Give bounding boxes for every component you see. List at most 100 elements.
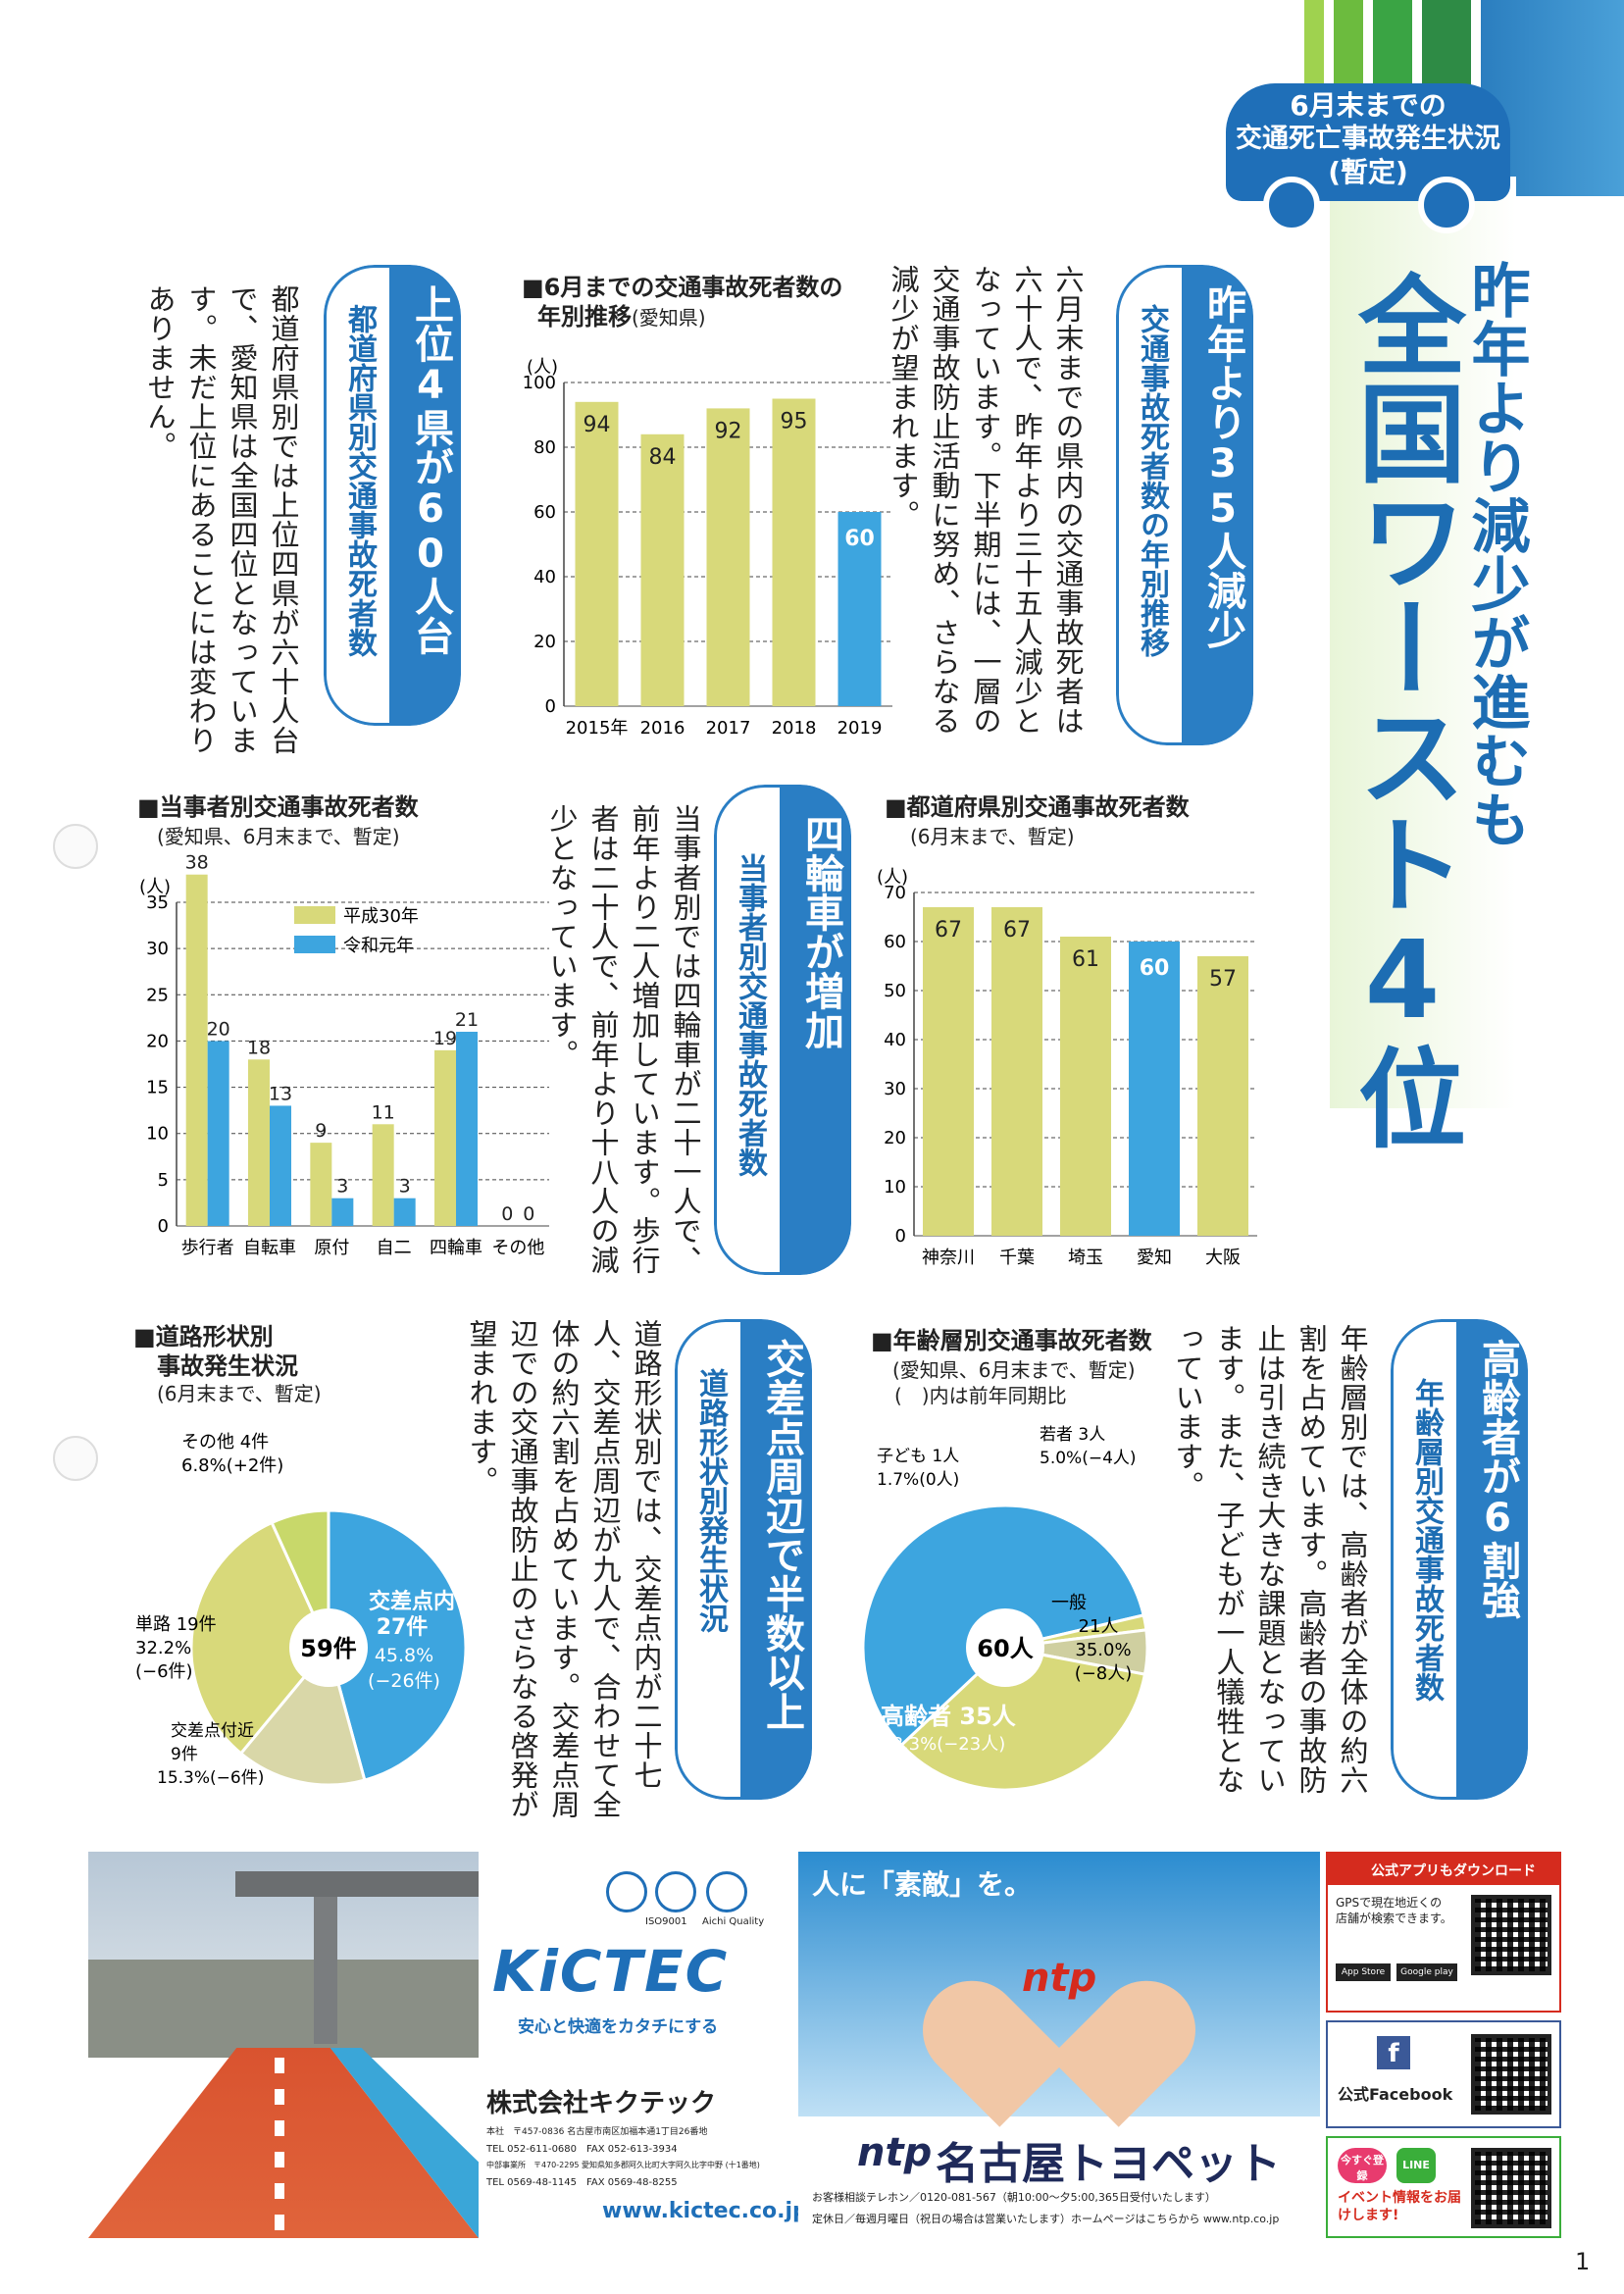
chart-year-title2-wrap: 年別推移(愛知県): [537, 302, 706, 332]
page-number: 1: [1575, 2248, 1591, 2275]
x-tick-label: 大阪: [1205, 1248, 1241, 1268]
x-tick-label: 自転車: [243, 1238, 296, 1258]
facebook-label: 公式Facebook: [1338, 2085, 1453, 2104]
chart-road-sub: (6月末まで、暫定): [157, 1382, 322, 1405]
pie-label: 15.3%(−6件): [157, 1768, 264, 1788]
x-tick-label: 歩行者: [181, 1238, 234, 1258]
section1-subtitle: 交通事故死者数の年別推移: [1135, 304, 1169, 657]
x-tick-label: 原付: [314, 1238, 349, 1258]
ntp-heart: ntp: [902, 1920, 1216, 2127]
data-label: 18: [247, 1037, 271, 1058]
line-qr-code[interactable]: [1471, 2148, 1551, 2228]
badge-line3: (暫定): [1328, 156, 1408, 188]
y-unit-label: (人): [877, 867, 908, 888]
y-tick-label: 35: [146, 892, 169, 913]
bar: [248, 1059, 270, 1226]
pie-label: 6.8%(+2件): [181, 1455, 283, 1476]
data-label: 95: [781, 410, 808, 434]
section5-body: 道路形状別では、交差点内が二十七人、交差点周辺が九人で、合わせて全体の約六割を占…: [465, 1319, 663, 1819]
ntp-slogan: 人に「素敵」を。: [812, 1868, 1033, 1901]
line-text: イベント情報をお届けします!: [1338, 2190, 1461, 2223]
data-label: 13: [269, 1083, 292, 1104]
y-tick-label: 60: [884, 932, 906, 952]
app-store-badge[interactable]: App Store: [1336, 1963, 1391, 1981]
pie-label: 35.0%: [1075, 1640, 1131, 1660]
y-tick-label: 0: [158, 1216, 169, 1237]
x-tick-label: 2017: [706, 718, 751, 739]
road-photo: [88, 1852, 479, 2238]
y-tick-label: 20: [533, 632, 556, 652]
data-label: 3: [399, 1176, 411, 1198]
bar: [270, 1105, 291, 1226]
facebook-qr-code[interactable]: [1471, 2034, 1551, 2115]
data-label: 3: [336, 1176, 348, 1198]
bar: [706, 408, 750, 706]
section2-title: 上位4県が60人台: [408, 284, 453, 655]
pie-slice: [327, 1508, 468, 1782]
bar: [372, 1124, 394, 1226]
chart-party: (人) 0 5 10 15 20 25 30 35 38 20 歩行者 18 13 自転車 9 3 原付 11 3 自二…: [139, 853, 549, 1258]
y-tick-label: 40: [533, 567, 556, 587]
y-tick-label: 50: [884, 981, 906, 1001]
chart-pref-sub: (6月末まで、暫定): [910, 825, 1075, 848]
chart-party-sub: (愛知県、6月末まで、暫定): [157, 825, 400, 848]
y-tick-label: 10: [884, 1177, 906, 1198]
chart-road-title: ■道路形状別: [133, 1323, 274, 1351]
legend-label: 令和元年: [343, 936, 414, 956]
pie-slice: [189, 1520, 330, 1756]
bar: [991, 907, 1042, 1236]
y-tick-label: 30: [146, 939, 169, 959]
pie-label: 子ども 1人: [877, 1447, 959, 1466]
bar: [393, 1198, 416, 1226]
x-tick-label: 千葉: [999, 1248, 1035, 1268]
bar: [434, 1049, 456, 1226]
chart-age-title: ■年齢層別交通事故死者数: [871, 1327, 1152, 1354]
google-play-badge[interactable]: Google play: [1396, 1963, 1457, 1981]
x-tick-label: 埼玉: [1068, 1248, 1103, 1268]
kictec-addr2: 中部事業所 〒470-2295 愛知県知多郡阿久比町大字阿久比字中野 (十1番地…: [486, 2161, 760, 2169]
badge-line1: 6月末までの: [1290, 89, 1446, 122]
pie-center-label: 59件: [300, 1635, 356, 1662]
section3-pill: 当事者別交通事故死者数 四輪車が増加: [714, 785, 851, 1275]
pie-center-label: 60人: [977, 1635, 1033, 1662]
data-label: 92: [715, 419, 742, 443]
pie-label: 21人: [1079, 1616, 1119, 1637]
kictec-url[interactable]: www.kictec.co.jp: [602, 2199, 808, 2223]
y-unit-label: (人): [527, 357, 558, 378]
bar: [310, 1143, 332, 1226]
section5-pill: 道路形状別発生状況 交差点周辺で半数以上: [675, 1319, 812, 1800]
chart-age-sub2: ( )内は前年同期比: [894, 1384, 1067, 1407]
x-tick-label: 愛知: [1137, 1248, 1172, 1268]
pie-label: 単路 19件: [135, 1614, 217, 1635]
kictec-tel2: TEL 0569-48-1145 FAX 0569-48-8255: [486, 2177, 678, 2188]
pie-center-hole: [966, 1608, 1044, 1687]
pie-label: 5.0%(−4人): [1040, 1449, 1137, 1468]
pie-label: 交差点付近: [171, 1721, 254, 1741]
y-tick-label: 0: [545, 696, 556, 717]
y-tick-label: 15: [146, 1078, 169, 1098]
kictec-company: 株式会社キクテック: [486, 2089, 717, 2118]
data-label: 61: [1072, 947, 1099, 972]
ntp-ad: 人に「素敵」を。 ntp 名古屋トヨペット ntp お客様相談テレホン／0120…: [798, 1852, 1320, 2238]
chart-pref: (人) 0 10 20 30 40 50 60 70 67 神奈川 67 千葉 61 埼玉 60 愛知 57 大阪: [877, 867, 1257, 1268]
app-qr-code[interactable]: [1471, 1895, 1551, 1975]
line-badge: 今すぐ登録: [1338, 2148, 1387, 2183]
pie-center-hole: [289, 1608, 368, 1687]
y-tick-label: 25: [146, 985, 169, 1005]
kictec-ad: ISO9001 Aichi Quality KiCTEC 安心と快適をカタチにす…: [479, 1852, 808, 2238]
y-tick-label: 0: [895, 1226, 906, 1247]
bar: [185, 874, 208, 1226]
pie-label: 1.7%(0人): [877, 1470, 959, 1490]
section2-subtitle: 都道府県別交通事故死者数: [342, 304, 377, 657]
section2-body: 都道府県別では上位四県が六十人台で、愛知県は全国四位となっています。未だ上位にあ…: [143, 284, 300, 755]
pie-label: 交差点内: [369, 1589, 455, 1614]
y-tick-label: 80: [533, 437, 556, 458]
kictec-cert1: ISO9001: [645, 1916, 687, 1927]
pie-label: 高齢者 35人: [881, 1703, 1016, 1730]
pie-label: 32.2%: [135, 1638, 191, 1658]
ntp-logo-mark: ntp: [857, 2130, 933, 2175]
data-label: 20: [207, 1018, 230, 1040]
y-tick-label: 5: [158, 1170, 169, 1191]
data-label: 38: [185, 853, 209, 874]
